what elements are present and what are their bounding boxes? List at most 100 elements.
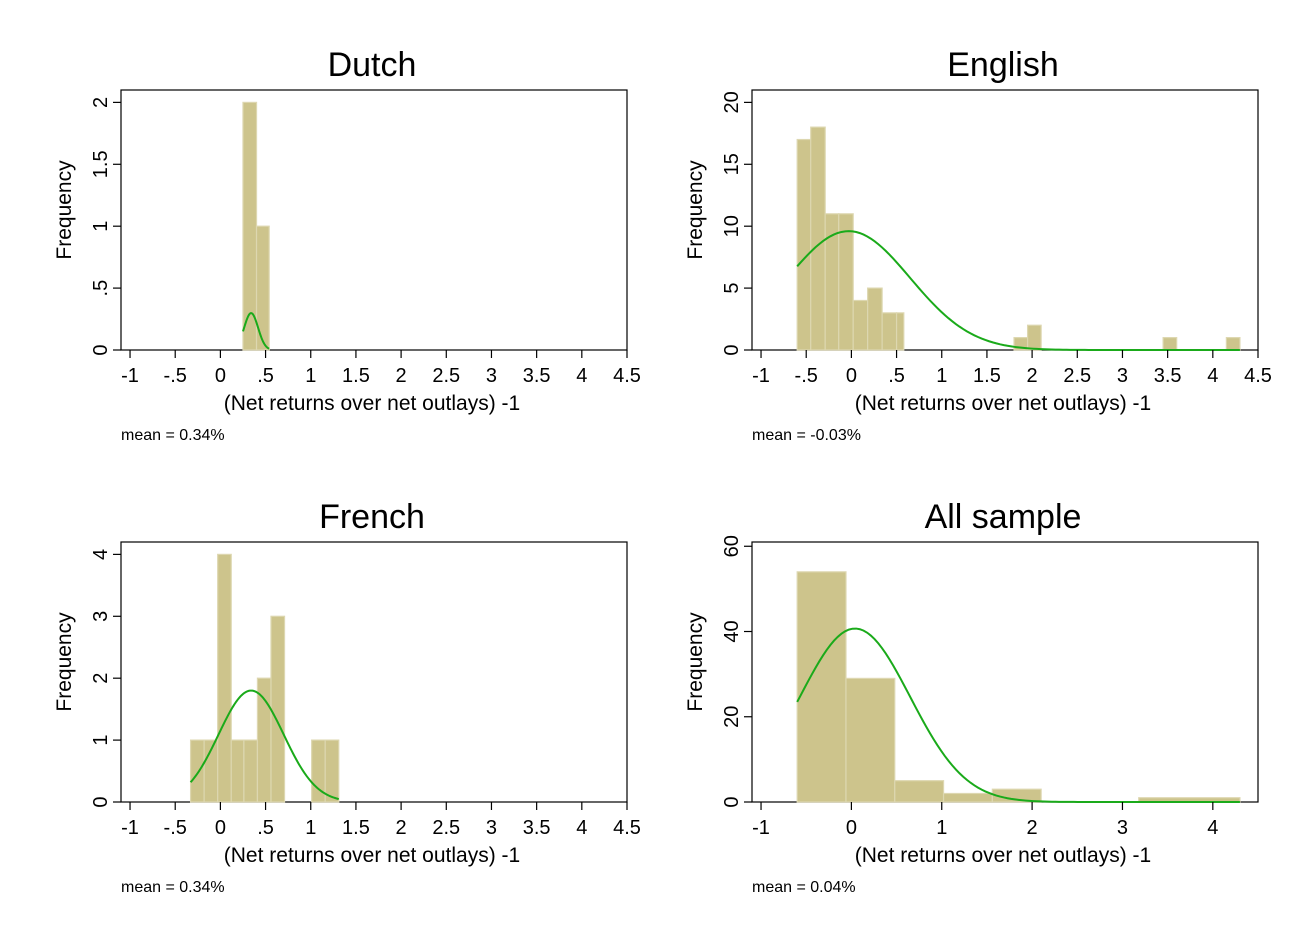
x-tick-label: -1 — [752, 817, 770, 839]
mean-note: mean = -0.03% — [752, 427, 861, 444]
x-tick-label: 3.5 — [1154, 365, 1182, 387]
y-tick-label: 10 — [721, 215, 743, 237]
x-tick-label: 4 — [1207, 365, 1218, 387]
y-tick-label: 0 — [90, 796, 112, 807]
x-axis-label: (Net returns over net outlays) -1 — [224, 392, 520, 415]
histogram-bar — [1162, 337, 1178, 351]
x-tick-label: 1 — [936, 365, 947, 387]
histogram-bar — [894, 780, 945, 803]
x-tick-label: 1.5 — [342, 365, 370, 387]
x-tick-label: .5 — [888, 365, 905, 387]
panel-title: Dutch — [328, 46, 417, 84]
histogram-bar — [991, 788, 1042, 803]
histogram-bar — [324, 739, 340, 803]
histogram-bar — [217, 553, 232, 803]
histogram-bar — [243, 739, 259, 803]
y-tick-label: 60 — [721, 535, 743, 557]
x-tick-label: -.5 — [795, 365, 818, 387]
y-tick-label: 2 — [90, 673, 112, 684]
panel-french: French -1 -.5 0 .5 1 1.5 2 2.5 3 3.5 4 4.5 0 1 2 3 4 (Ne… — [53, 498, 641, 896]
histogram-bar — [230, 739, 245, 803]
x-tick-label: .5 — [257, 365, 274, 387]
x-tick-label: .5 — [257, 817, 274, 839]
y-tick-label: 4 — [90, 549, 112, 560]
histogram-bar — [845, 677, 896, 803]
y-tick-label: 0 — [721, 344, 743, 355]
histogram-bar — [189, 739, 205, 803]
y-axis-label: Frequency — [53, 612, 76, 712]
histogram-bar — [810, 126, 826, 351]
x-tick-label: 2 — [396, 817, 407, 839]
histogram-bar — [838, 213, 854, 351]
y-tick-label: 0 — [90, 344, 112, 355]
plot-frame — [120, 89, 628, 351]
histogram-bar — [255, 225, 270, 351]
x-tick-label: 1 — [936, 817, 947, 839]
x-tick-label: 1.5 — [342, 817, 370, 839]
x-tick-label: 2.5 — [1063, 365, 1091, 387]
histogram-bar — [1026, 324, 1042, 351]
panel-title: English — [947, 46, 1059, 84]
x-axis-label: (Net returns over net outlays) -1 — [224, 844, 520, 867]
density-curve — [796, 627, 1240, 803]
x-tick-label: 2 — [1027, 365, 1038, 387]
y-axis-label: Frequency — [684, 160, 707, 260]
x-tick-label: 3 — [1117, 365, 1128, 387]
histogram-bar — [942, 792, 993, 803]
x-tick-label: 4.5 — [613, 365, 641, 387]
y-tick-label: 15 — [721, 153, 743, 175]
x-tick-label: 3 — [486, 817, 497, 839]
y-tick-label: 1 — [90, 735, 112, 746]
x-tick-label: 0 — [846, 365, 857, 387]
histogram-bar — [852, 299, 869, 351]
x-tick-label: 0 — [846, 817, 857, 839]
x-tick-label: 1 — [305, 817, 316, 839]
x-tick-label: 2.5 — [432, 365, 460, 387]
y-tick-label: 40 — [721, 620, 743, 642]
x-tick-label: 0 — [215, 817, 226, 839]
y-tick-label: 20 — [721, 91, 743, 113]
histogram-bar — [895, 312, 905, 351]
plot-area: -1 -.5 0 .5 1 1.5 2 2.5 3 3.5 4 4.5 0 1 2 3 4 — [90, 541, 641, 839]
y-axis-label: Frequency — [53, 160, 76, 260]
panel-title: French — [319, 498, 425, 536]
histogram-bar — [881, 312, 898, 351]
x-tick-label: 3.5 — [523, 817, 551, 839]
histogram-bar — [796, 138, 812, 351]
mean-note: mean = 0.34% — [121, 879, 225, 896]
x-tick-label: 1 — [305, 365, 316, 387]
y-tick-label: 2 — [90, 97, 112, 108]
x-tick-label: -1 — [121, 817, 139, 839]
x-tick-label: 4.5 — [1244, 365, 1272, 387]
x-tick-label: 0 — [215, 365, 226, 387]
y-tick-label: 20 — [721, 706, 743, 728]
x-tick-label: 3 — [1117, 817, 1128, 839]
x-tick-label: 4 — [576, 817, 587, 839]
x-tick-label: 1.5 — [973, 365, 1001, 387]
panel-title: All sample — [925, 498, 1082, 536]
x-tick-label: 4.5 — [613, 817, 641, 839]
panel-english: English -1 -.5 0 .5 1 1.5 2 2.5 3 3.5 4 4.5 0 5 10 15 20… — [684, 46, 1272, 444]
y-tick-label: .5 — [90, 280, 112, 297]
y-tick-label: 1.5 — [90, 150, 112, 178]
density-curve — [242, 312, 270, 350]
density-curve — [796, 230, 1240, 351]
histogram-bar — [867, 287, 883, 351]
y-tick-label: 1 — [90, 221, 112, 232]
density-curve — [189, 689, 340, 801]
plot-area: -1 -.5 0 .5 1 1.5 2 2.5 3 3.5 4 4.5 0 .5 1 1.5 2 — [90, 89, 641, 387]
x-tick-label: -.5 — [164, 365, 187, 387]
panel-dutch: Dutch -1 -.5 0 .5 1 1.5 2 2.5 3 3.5 4 4.5 0 .5 1 1.5 2 (… — [53, 46, 641, 444]
x-tick-label: -1 — [121, 365, 139, 387]
x-axis-label: (Net returns over net outlays) -1 — [855, 392, 1151, 415]
x-tick-label: 3 — [486, 365, 497, 387]
y-tick-label: 0 — [721, 796, 743, 807]
mean-note: mean = 0.04% — [752, 879, 856, 896]
mean-note: mean = 0.34% — [121, 427, 225, 444]
x-tick-label: 4 — [576, 365, 587, 387]
histogram-bar — [256, 677, 272, 803]
x-tick-label: 2 — [396, 365, 407, 387]
x-tick-label: 2.5 — [432, 817, 460, 839]
